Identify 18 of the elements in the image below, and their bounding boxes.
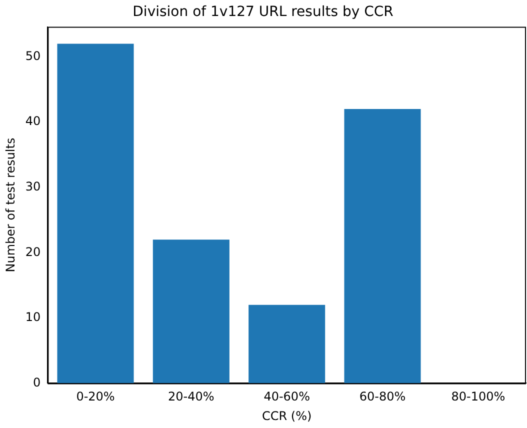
x-axis-title: CCR (%)	[262, 408, 312, 423]
x-tick-label: 60-80%	[359, 390, 406, 404]
x-tick-label: 40-60%	[264, 390, 310, 404]
y-tick-label: 10	[25, 310, 41, 324]
y-tick-label: 30	[25, 180, 41, 194]
y-axis-title: Number of test results	[3, 138, 18, 272]
bar	[248, 304, 326, 384]
x-tick-label: 80-100%	[451, 390, 506, 404]
x-tick-label: 0-20%	[76, 390, 115, 404]
y-tick-label: 40	[25, 114, 41, 128]
bar	[344, 109, 421, 384]
x-tick-label: 20-40%	[168, 390, 214, 404]
y-tick-label: 0	[33, 375, 41, 390]
y-tick-label: 50	[25, 48, 41, 63]
chart-title: Division of 1v127 URL results by CCR	[132, 4, 394, 20]
y-tick-label: 20	[25, 244, 41, 259]
bar	[152, 240, 230, 384]
bar	[57, 44, 134, 384]
